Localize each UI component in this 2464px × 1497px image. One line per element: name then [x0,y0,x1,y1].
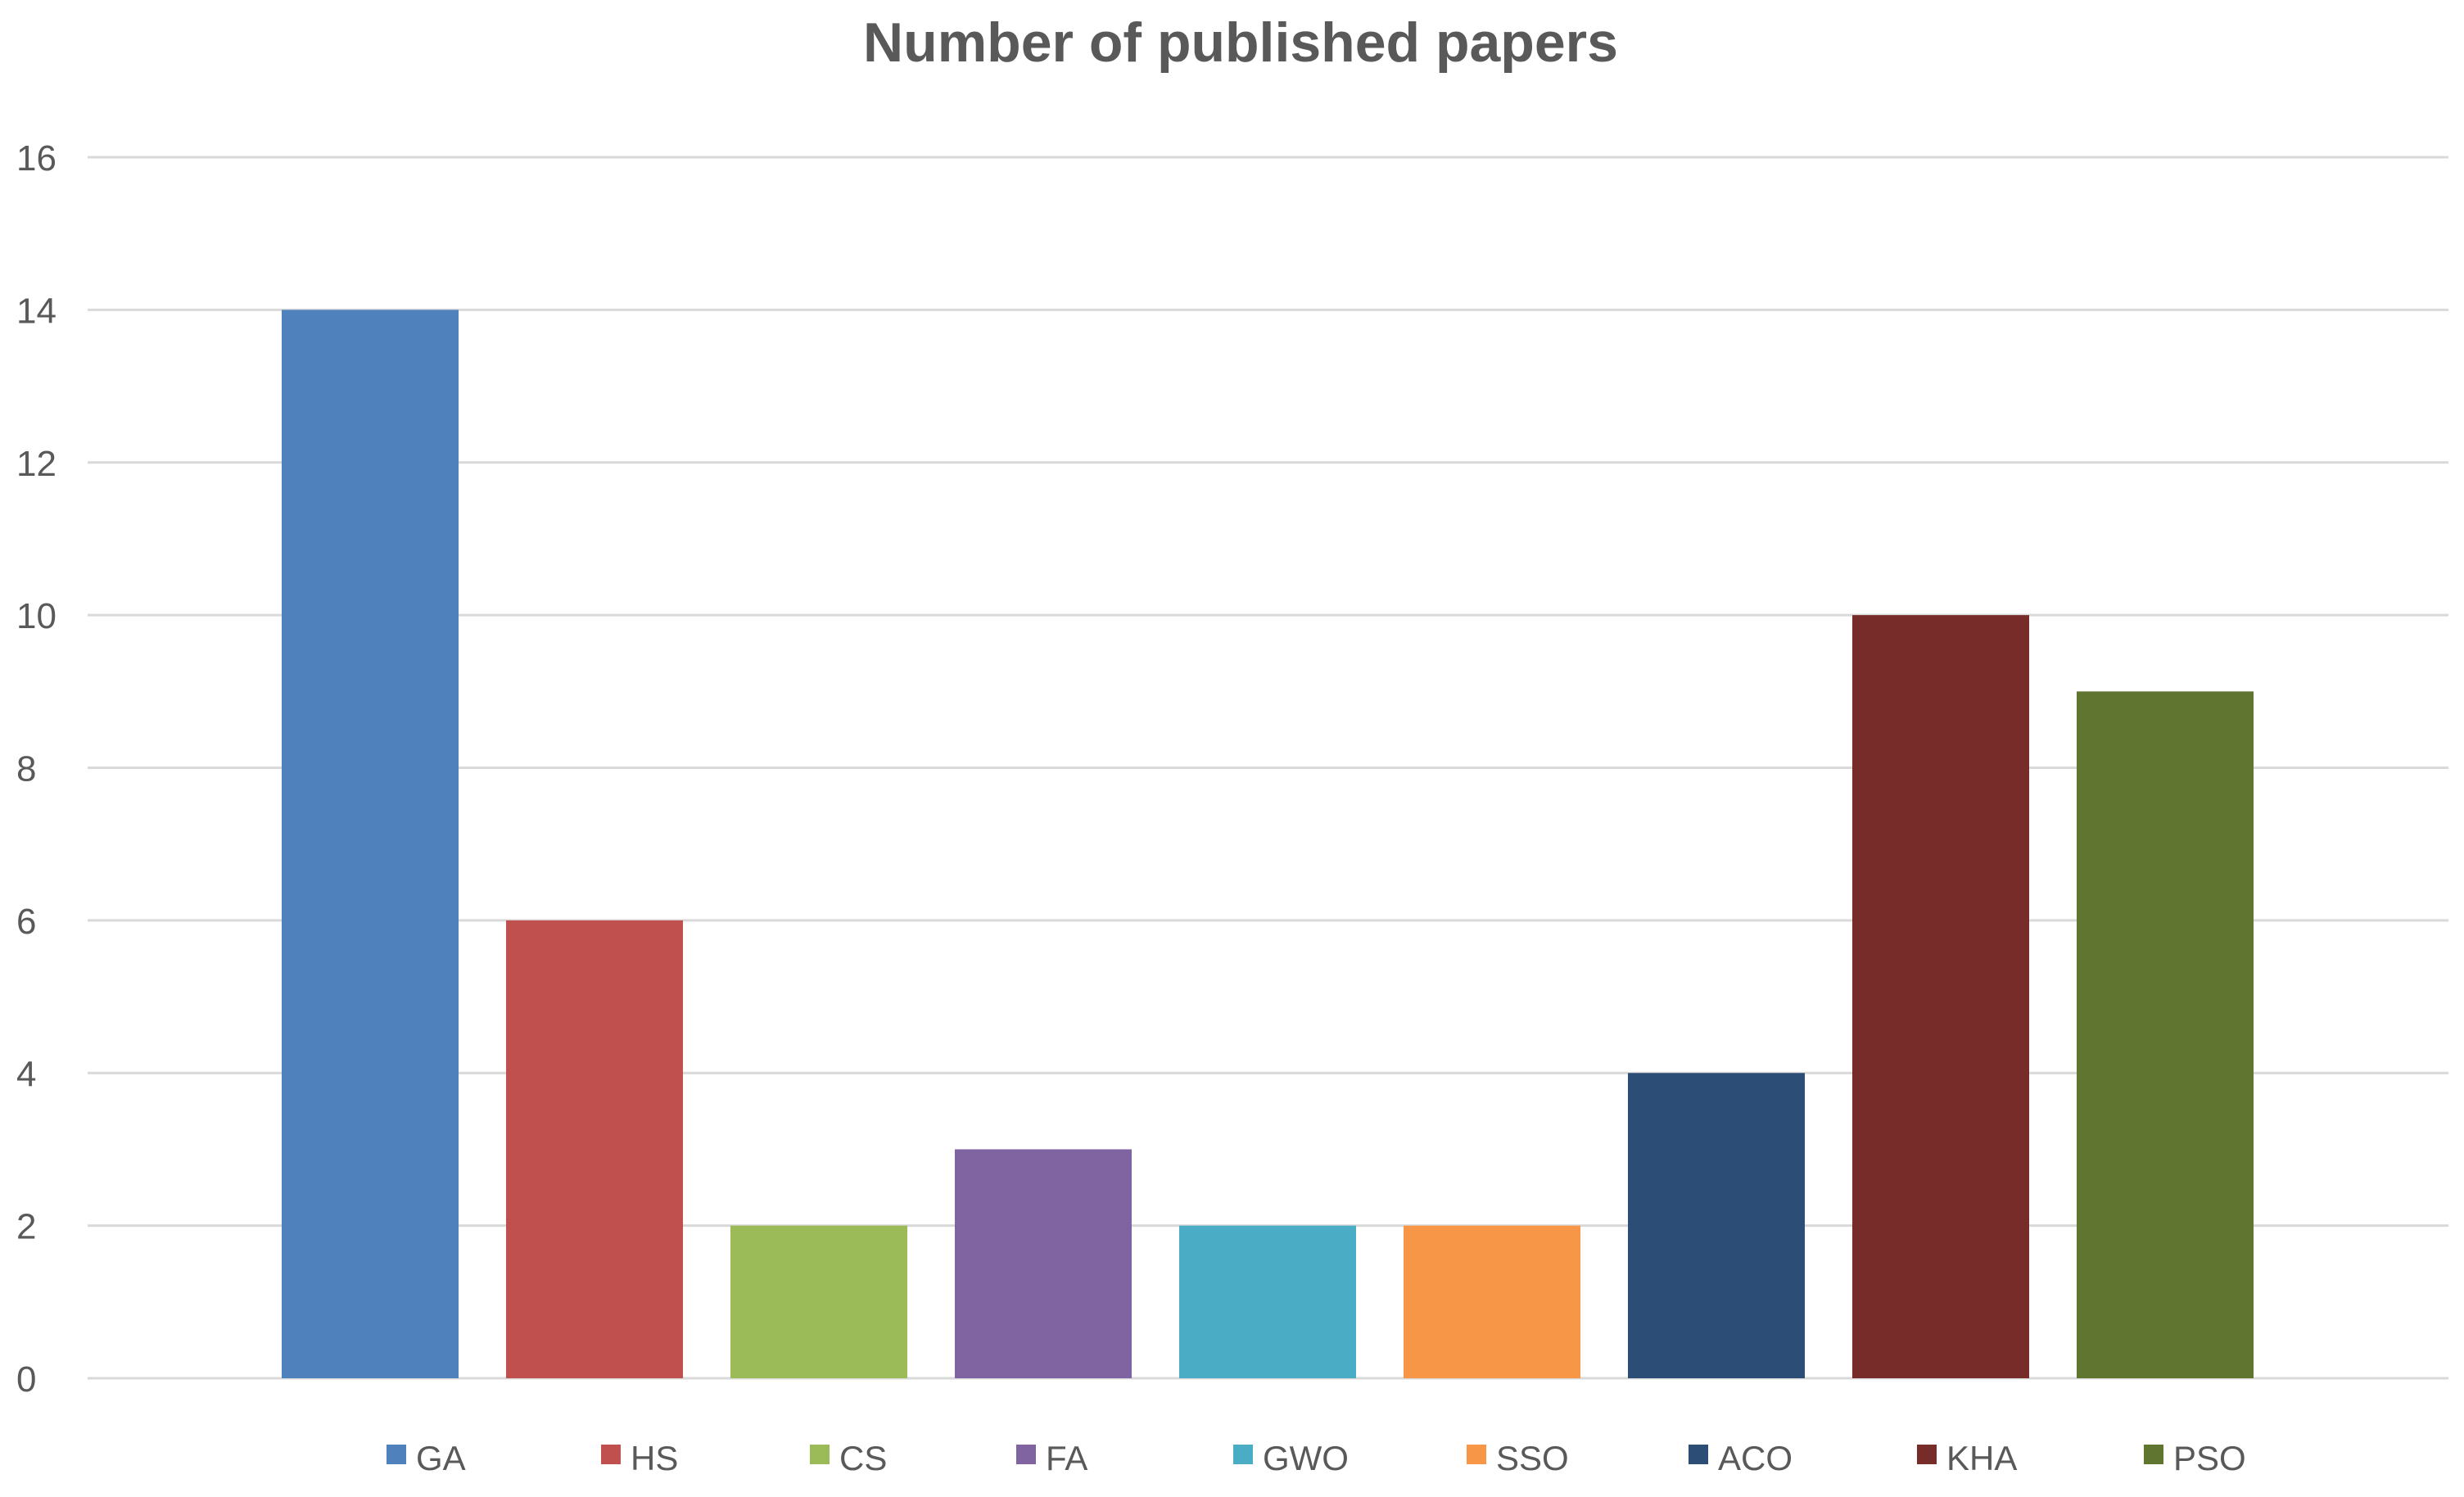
bar-ga [282,310,459,1378]
legend-label-pso: PSO [2173,1439,2246,1477]
legend-label-sso: SSO [1496,1439,1569,1477]
legend-swatch-gwo [1233,1445,1253,1464]
bar-pso [2077,691,2254,1378]
legend-label-fa: FA [1046,1439,1087,1477]
legend-label-cs: CS [839,1439,887,1477]
legend-label-kha: KHA [1946,1439,2017,1477]
bar-sso [1404,1225,1580,1378]
legend-label-hs: HS [631,1439,678,1477]
y-tick-label: 10 [16,596,57,636]
legend-swatch-kha [1917,1445,1937,1464]
bar-gwo [1179,1225,1356,1378]
legend-label-gwo: GWO [1263,1439,1349,1477]
legend-swatch-pso [2144,1445,2163,1464]
y-tick-label: 6 [16,902,36,942]
gridlines [88,156,2448,1380]
bar-kha [1852,615,2029,1378]
bar-fa [955,1149,1132,1378]
legend-label-aco: ACO [1718,1439,1793,1477]
y-tick-label: 0 [16,1359,36,1400]
legend: GA HS CS FA GWO SSO ACO KHA PSO [387,1439,2246,1477]
y-tick-label: 16 [16,138,57,179]
legend-swatch-fa [1016,1445,1036,1464]
legend-label-ga: GA [416,1439,466,1477]
legend-swatch-aco [1689,1445,1708,1464]
legend-swatch-cs [810,1445,830,1464]
legend-swatch-hs [601,1445,621,1464]
chart-title: Number of published papers [863,11,1618,74]
legend-swatch-ga [387,1445,406,1464]
y-tick-label: 4 [16,1054,36,1094]
bar-aco [1628,1073,1805,1378]
y-tick-label: 2 [16,1207,36,1247]
bars [282,310,2254,1378]
y-axis-tick-labels: 0 2 4 6 8 10 12 14 16 [16,138,57,1400]
y-tick-label: 8 [16,749,36,789]
bar-hs [506,920,683,1378]
y-tick-label: 12 [16,444,57,484]
bar-cs [730,1225,907,1378]
y-tick-label: 14 [16,291,57,331]
legend-swatch-sso [1467,1445,1486,1464]
